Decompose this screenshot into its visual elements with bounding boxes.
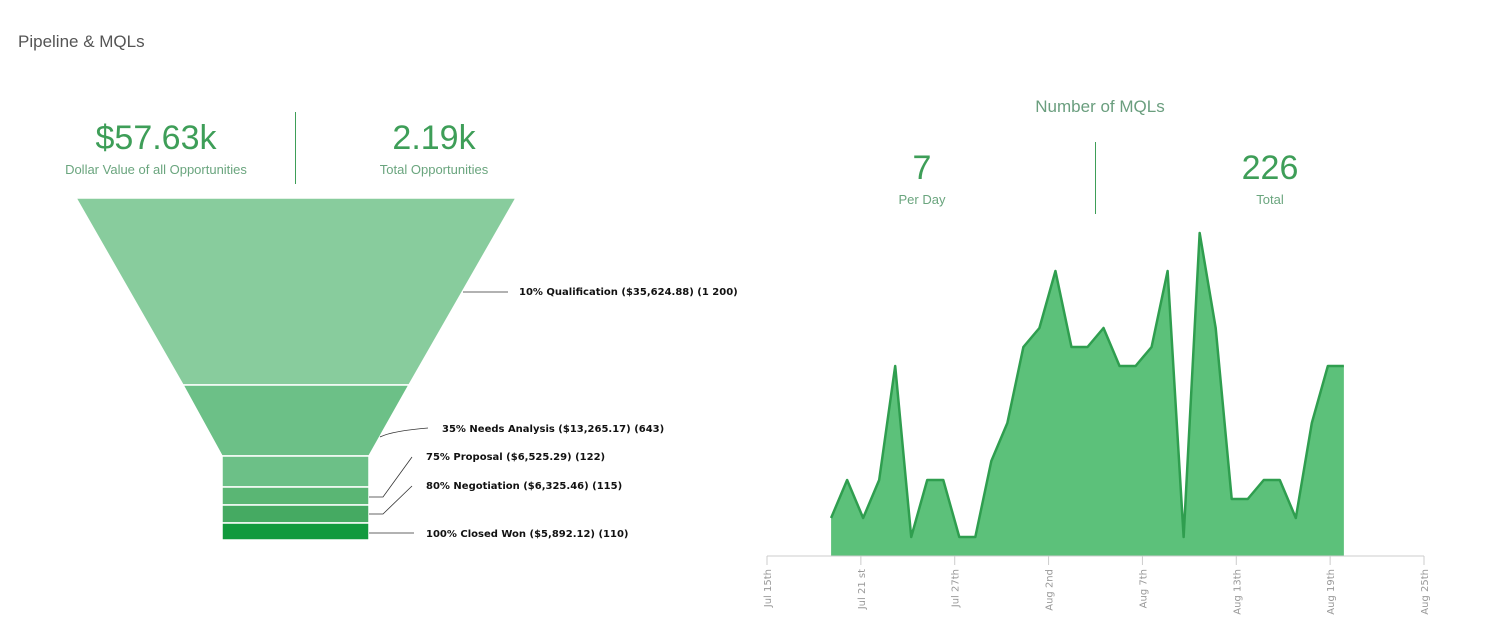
kpi-value: 2.19k (392, 119, 476, 157)
funnel-chart: 10% Qualification ($35,624.88) (1 200) 35… (74, 197, 738, 541)
kpi-divider (1095, 142, 1096, 214)
page-title: Pipeline & MQLs (18, 32, 145, 51)
funnel-stage (221, 486, 370, 506)
kpi-per-day: 7 Per Day (842, 148, 1002, 207)
funnel-stage (181, 384, 411, 457)
funnel-stage (221, 455, 370, 488)
x-tick-label: Jul 21 st (857, 569, 868, 610)
x-tick-label: Aug 13th (1232, 569, 1243, 615)
kpi-label: Dollar Value of all Opportunities (65, 162, 247, 177)
x-tick-label: Jul 15th (763, 569, 774, 608)
x-tick-label: Aug 19th (1326, 569, 1337, 615)
funnel-stage-label: 80% Negotiation ($6,325.46) (115) (426, 481, 622, 492)
funnel-stage-label: 10% Qualification ($35,624.88) (1 200) (519, 287, 738, 298)
kpi-value: $57.63k (95, 119, 217, 157)
kpi-divider (295, 112, 296, 184)
x-tick-label: Aug 2nd (1045, 569, 1056, 611)
x-tick-label: Aug 7th (1138, 569, 1149, 608)
kpi-value: 7 (912, 149, 932, 187)
funnel-stage-label: 75% Proposal ($6,525.29) (122) (426, 452, 605, 463)
kpi-dollar-value: $57.63k Dollar Value of all Opportunitie… (36, 118, 276, 177)
x-tick-label: Aug 25th (1420, 569, 1431, 615)
funnel-leader-line (369, 456, 413, 498)
kpi-total-mqls: 226 Total (1190, 148, 1350, 207)
funnel-stage-label: 35% Needs Analysis ($13,265.17) (643) (442, 424, 664, 435)
funnel-stage (221, 504, 370, 524)
funnel-stage (74, 197, 518, 386)
funnel-leader-line (379, 427, 429, 438)
kpi-label: Per Day (898, 192, 946, 207)
kpi-total-opportunities: 2.19k Total Opportunities (314, 118, 554, 177)
kpi-label: Total Opportunities (379, 162, 489, 177)
x-tick-label: Jul 27th (951, 569, 962, 608)
funnel-stage-label: 100% Closed Won ($5,892.12) (110) (426, 529, 628, 540)
mql-area-line (829, 231, 1344, 539)
kpi-label: Total (1256, 192, 1284, 207)
mql-chart-title: Number of MQLs (1035, 97, 1165, 116)
mql-area-chart: Jul 15th Jul 21 st Jul 27th Aug 2nd Aug 7th A… (763, 231, 1431, 615)
funnel-stage (221, 522, 370, 541)
kpi-value: 226 (1241, 149, 1299, 187)
mql-area-fill (831, 233, 1344, 556)
funnel-leader-line (369, 485, 413, 515)
